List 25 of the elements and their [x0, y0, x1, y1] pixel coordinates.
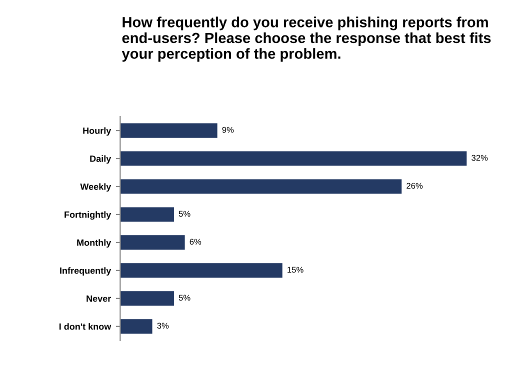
y-tick-label: Monthly [77, 239, 112, 248]
y-tick-label: Daily [90, 155, 112, 164]
data-label: 15% [288, 266, 304, 273]
data-label: 26% [406, 182, 423, 189]
bar [120, 318, 154, 335]
bar [120, 206, 175, 223]
bar [120, 234, 186, 251]
y-tick-label: Hourly [83, 127, 112, 136]
y-tick-label: Weekly [80, 183, 112, 192]
bar [120, 178, 402, 195]
y-tick-label: Fortnightly [64, 211, 112, 220]
data-label: 6% [190, 238, 202, 245]
chart-title: How frequently do you receive phishing reports from end-users? Please choose the response that best fits your perception of the problem. [122, 16, 491, 62]
bar [120, 262, 284, 279]
y-tick-label: I don't know [59, 323, 112, 330]
y-tick-label: Infrequently [60, 267, 112, 276]
y-tick-label: Never [86, 295, 112, 302]
data-label: 32% [472, 154, 488, 161]
data-label: 3% [157, 322, 169, 329]
data-label: 9% [222, 126, 234, 133]
bar [120, 290, 175, 307]
data-label: 5% [178, 294, 190, 301]
bar [120, 122, 218, 139]
data-label: 5% [178, 210, 190, 217]
bar [120, 150, 468, 167]
